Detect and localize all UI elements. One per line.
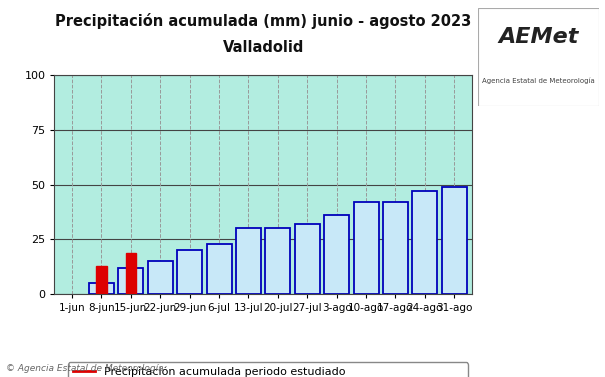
Text: Valladolid: Valladolid <box>223 40 304 55</box>
Text: © Agencia Estatal de Meteorología: © Agencia Estatal de Meteorología <box>6 364 164 373</box>
Bar <box>206 244 232 294</box>
Text: Agencia Estatal de Meteorología: Agencia Estatal de Meteorología <box>482 78 595 84</box>
Bar <box>119 268 143 294</box>
Bar <box>383 202 408 294</box>
Bar <box>413 191 437 294</box>
Bar <box>353 202 379 294</box>
Bar <box>442 187 466 294</box>
Bar <box>177 250 202 294</box>
Bar <box>89 283 114 294</box>
Bar <box>324 215 349 294</box>
Bar <box>96 266 106 294</box>
Bar <box>266 228 290 294</box>
Text: AEMet: AEMet <box>499 27 578 47</box>
Text: Precipitación acumulada (mm) junio - agosto 2023: Precipitación acumulada (mm) junio - ago… <box>55 13 471 29</box>
FancyBboxPatch shape <box>478 8 599 106</box>
Bar <box>295 224 320 294</box>
Bar <box>236 228 261 294</box>
Bar <box>148 261 173 294</box>
Bar <box>126 253 136 294</box>
Legend: Precipitación acumulada periodo estudiado, Mediana de la precipitación acumulada: Precipitación acumulada periodo estudiad… <box>68 362 468 377</box>
